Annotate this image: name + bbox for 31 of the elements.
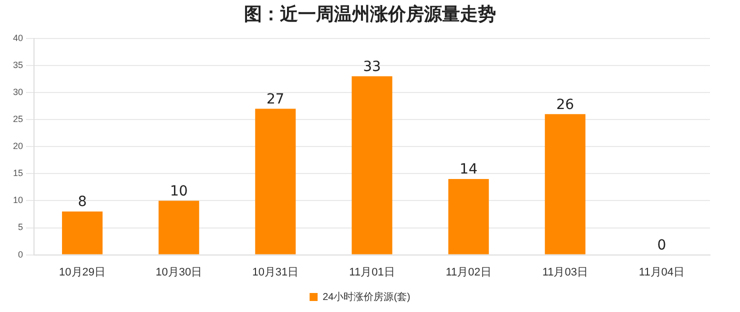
x-tick-label: 11月03日 bbox=[542, 266, 588, 278]
data-label: 8 bbox=[78, 194, 87, 210]
data-label: 14 bbox=[460, 162, 478, 178]
x-tick-label: 11月02日 bbox=[446, 266, 492, 278]
y-tick-label: 5 bbox=[18, 222, 24, 232]
y-tick-label: 40 bbox=[12, 32, 24, 43]
y-tick-label: 25 bbox=[12, 114, 24, 124]
data-label: 10 bbox=[170, 183, 188, 200]
bar bbox=[62, 212, 103, 254]
data-label: 33 bbox=[363, 58, 381, 75]
bar bbox=[255, 108, 296, 254]
x-tick-label: 11月01日 bbox=[349, 266, 395, 278]
x-tick-label: 10月29日 bbox=[59, 266, 106, 278]
legend-label: 24小时涨价房源(套) bbox=[322, 290, 410, 303]
chart-title: 图：近一周温州涨价房源量走势 bbox=[243, 3, 497, 27]
x-tick-label: 10月31日 bbox=[252, 266, 299, 278]
data-label: 26 bbox=[556, 96, 574, 113]
y-tick-label: 30 bbox=[12, 86, 24, 97]
bar bbox=[352, 76, 392, 254]
x-tick-label: 11月04日 bbox=[638, 266, 685, 278]
y-tick-label: 15 bbox=[12, 168, 24, 178]
bar bbox=[448, 179, 489, 254]
y-tick-label: 20 bbox=[12, 141, 24, 152]
y-tick-label: 0 bbox=[18, 249, 24, 260]
y-tick-label: 35 bbox=[12, 60, 24, 70]
data-label: 27 bbox=[266, 91, 284, 108]
x-tick-label: 10月30日 bbox=[156, 266, 202, 278]
bar bbox=[544, 114, 586, 254]
data-label: 0 bbox=[657, 237, 666, 254]
y-tick-label: 10 bbox=[12, 195, 24, 206]
bar bbox=[158, 200, 200, 254]
